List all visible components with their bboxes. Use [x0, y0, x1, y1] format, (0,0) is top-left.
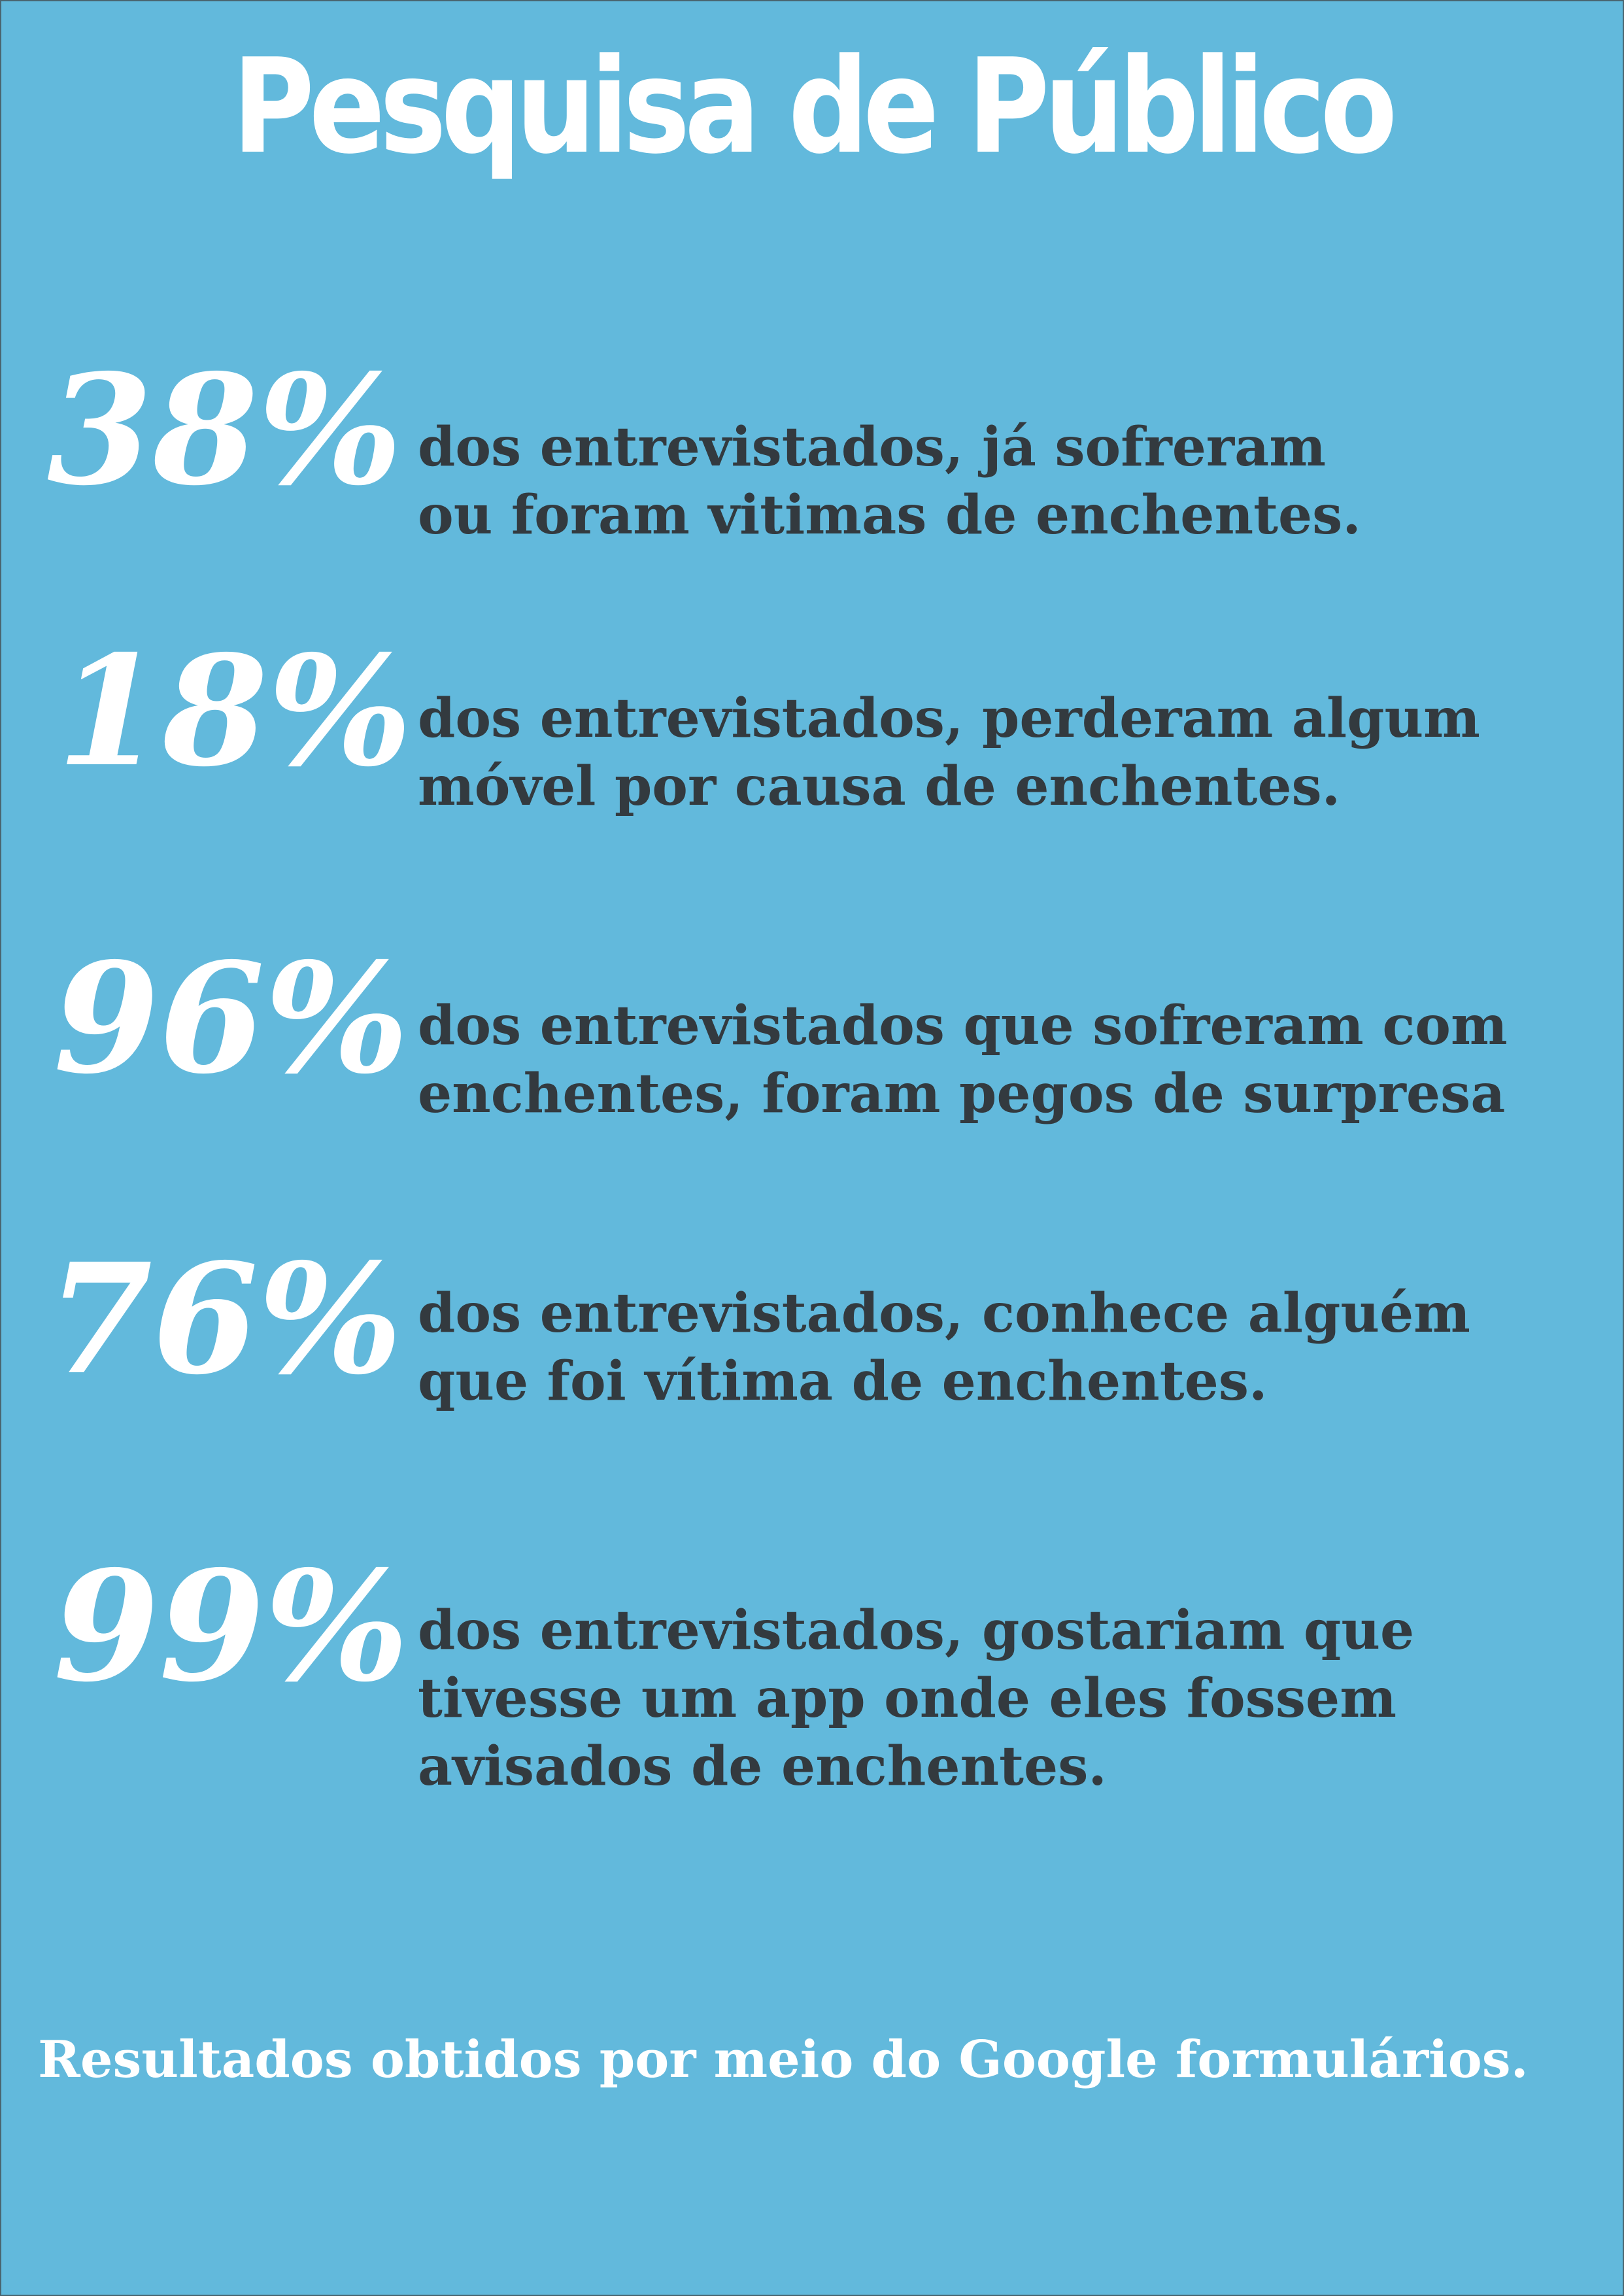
stat-description: dos entrevistados que sofreram com enche…: [418, 992, 1595, 1128]
stat-description-line: ou foram vitimas de enchentes.: [418, 484, 1361, 547]
stat-description-line: dos entrevistados que sofreram com: [418, 994, 1508, 1057]
page-title: Pesquisa de Público: [232, 31, 1397, 183]
stat-percentage: 18%: [57, 622, 413, 800]
stat-description-line: dos entrevistados, perderam algum: [418, 687, 1480, 750]
stat-percentage: 96%: [54, 929, 409, 1107]
stat-description: dos entrevistados, já sofreram ou foram …: [418, 413, 1595, 549]
footer-note: Resultados obtidos por meio do Google fo…: [38, 2030, 1529, 2089]
stat-description-line: dos entrevistados, gostariam que: [418, 1599, 1415, 1662]
stat-description: dos entrevistados, gostariam que tivesse…: [418, 1596, 1595, 1800]
stat-percentage: 99%: [54, 1537, 409, 1715]
stat-description-line: enchentes, foram pegos de surpresa: [418, 1062, 1506, 1125]
stat-description-line: avisados de enchentes.: [418, 1735, 1107, 1798]
stat-description-line: dos entrevistados, conhece alguém: [418, 1282, 1470, 1345]
stat-description-line: dos entrevistados, já sofreram: [418, 416, 1326, 479]
stat-percentage: 76%: [47, 1230, 403, 1408]
stat-description-line: tivesse um app onde eles fossem: [418, 1667, 1396, 1730]
stat-description: dos entrevistados, perderam algum móvel …: [418, 684, 1595, 820]
stat-description-line: móvel por causa de enchentes.: [418, 755, 1341, 818]
stat-description-line: que foi vítima de enchentes.: [418, 1350, 1268, 1413]
stat-percentage: 38%: [47, 341, 403, 519]
stat-description: dos entrevistados, conhece alguém que fo…: [418, 1279, 1595, 1415]
